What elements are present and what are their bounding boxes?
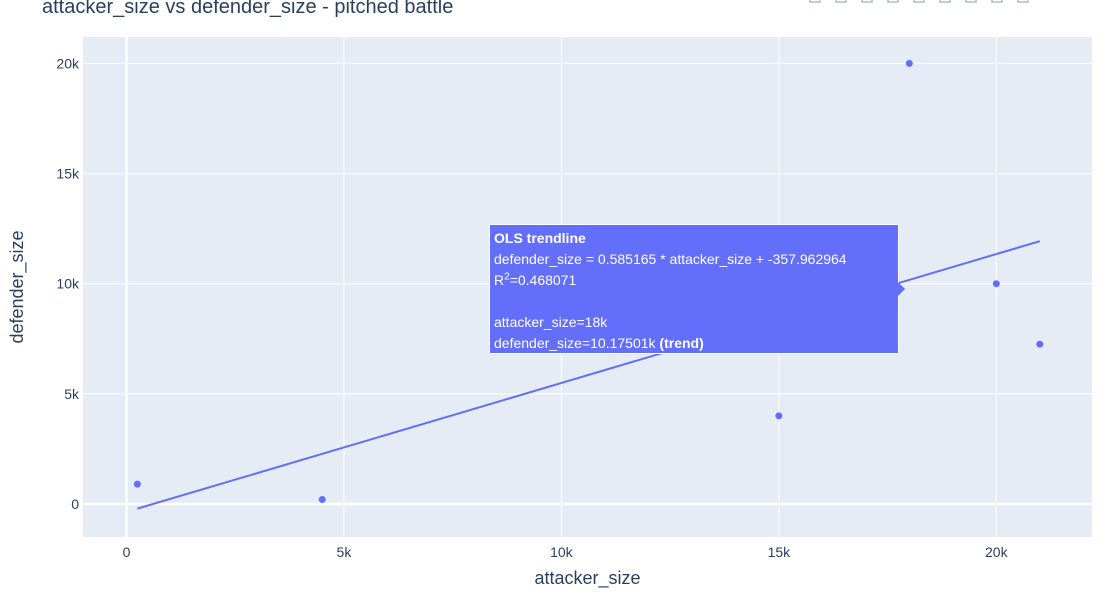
chart-title: attacker_size vs defender_size - pitched… bbox=[42, 0, 454, 18]
autoscale-icon[interactable] bbox=[990, 0, 1004, 4]
hover-spacer bbox=[494, 291, 894, 312]
y-axis-title: defender_size bbox=[7, 230, 28, 343]
camera-icon[interactable] bbox=[808, 0, 822, 4]
data-point[interactable] bbox=[1036, 340, 1044, 348]
pan-icon[interactable] bbox=[860, 0, 874, 4]
data-point[interactable] bbox=[905, 59, 913, 67]
hover-title: OLS trendline bbox=[494, 230, 586, 246]
data-point[interactable] bbox=[318, 496, 326, 504]
reset-axes-icon[interactable] bbox=[1016, 0, 1030, 4]
y-tick-label: 20k bbox=[56, 55, 80, 71]
modebar bbox=[808, 0, 1030, 8]
x-tick-label: 15k bbox=[768, 544, 792, 560]
hover-arrow bbox=[898, 282, 905, 296]
axes: 0 5k 10k 15k 20k 0 5k 10k 15k 20k bbox=[56, 55, 1008, 560]
data-point[interactable] bbox=[133, 480, 141, 488]
hover-r2: R2=0.468071 bbox=[494, 270, 894, 291]
x-tick-label: 5k bbox=[337, 544, 353, 560]
hover-r2-value: =0.468071 bbox=[509, 272, 577, 288]
zoom-out-icon[interactable] bbox=[964, 0, 978, 4]
hover-y-text: defender_size=10.17501k bbox=[494, 335, 656, 351]
hover-equation: defender_size = 0.585165 * attacker_size… bbox=[494, 251, 847, 267]
zoom-icon[interactable] bbox=[834, 0, 848, 4]
y-tick-label: 10k bbox=[56, 276, 80, 292]
x-tick-label: 0 bbox=[123, 544, 131, 560]
y-tick-label: 5k bbox=[64, 386, 80, 402]
lasso-icon[interactable] bbox=[912, 0, 926, 4]
data-point[interactable] bbox=[992, 280, 1000, 288]
zoom-in-icon[interactable] bbox=[938, 0, 952, 4]
hover-tooltip: OLS trendline defender_size = 0.585165 *… bbox=[489, 224, 899, 354]
y-tick-label: 15k bbox=[56, 166, 80, 182]
x-tick-label: 20k bbox=[985, 544, 1009, 560]
hover-trend-label: (trend) bbox=[655, 335, 704, 351]
x-axis-title: attacker_size bbox=[534, 568, 640, 589]
y-tick-label: 0 bbox=[71, 496, 79, 512]
hover-r2-sup: 2 bbox=[504, 271, 510, 283]
hover-x-value: attacker_size=18k bbox=[494, 314, 608, 330]
x-tick-label: 10k bbox=[550, 544, 574, 560]
data-point[interactable] bbox=[775, 412, 783, 420]
box-select-icon[interactable] bbox=[886, 0, 900, 4]
hover-y-value: defender_size=10.17501k (trend) bbox=[494, 333, 894, 354]
hover-r2-label: R bbox=[494, 272, 505, 288]
